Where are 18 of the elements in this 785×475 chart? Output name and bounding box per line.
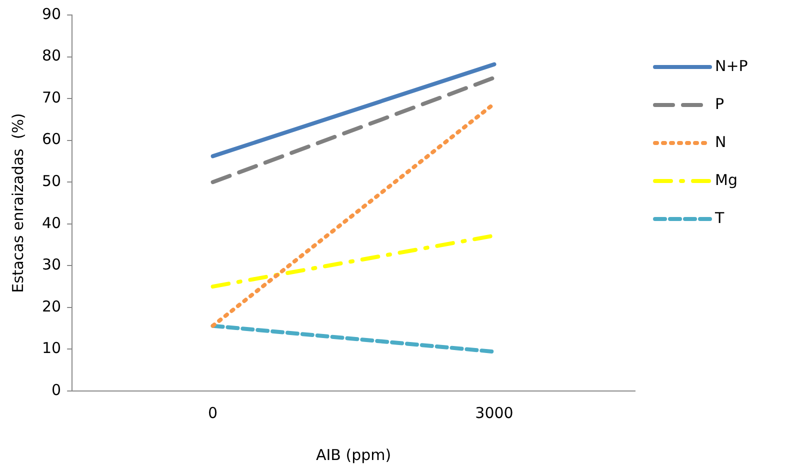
y-tick-label: 30 bbox=[42, 256, 62, 274]
y-tick-label: 10 bbox=[42, 339, 62, 358]
legend-label: P bbox=[715, 94, 724, 113]
y-tick-label: 20 bbox=[42, 297, 62, 316]
y-tick-label: 40 bbox=[42, 214, 62, 232]
y-tick-label: 90 bbox=[42, 4, 62, 23]
legend-label: T bbox=[714, 208, 725, 227]
y-tick-label: 0 bbox=[52, 380, 62, 399]
y-tick-label: 80 bbox=[42, 46, 62, 65]
legend-label: Mg bbox=[715, 170, 738, 189]
legend-label: N+P bbox=[715, 56, 748, 75]
x-axis-title: AIB (ppm) bbox=[316, 446, 392, 464]
y-tick-label: 70 bbox=[42, 88, 62, 106]
legend-label: N bbox=[715, 132, 726, 151]
y-tick-label: 60 bbox=[42, 130, 62, 148]
y-tick-label: 50 bbox=[42, 172, 62, 190]
y-axis-title: Estacas enraizadas (%) bbox=[8, 113, 27, 293]
x-tick-label: 3000 bbox=[475, 404, 514, 422]
